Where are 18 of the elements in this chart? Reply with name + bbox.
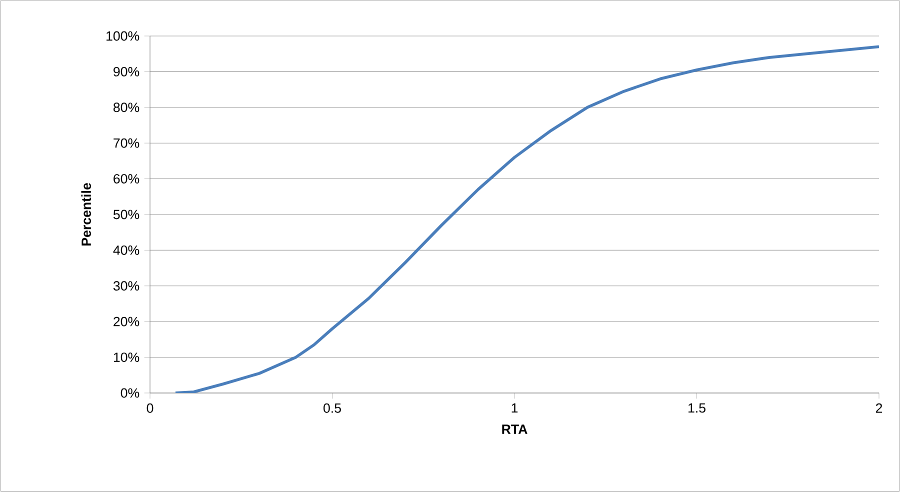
x-tick-label: 2 — [876, 403, 882, 413]
y-axis-title: Percentile — [81, 183, 92, 246]
y-tick-label: 40% — [113, 245, 140, 255]
y-tick-label: 70% — [114, 138, 140, 148]
y-tick-label: 0% — [120, 388, 140, 398]
x-tick-label: 1 — [512, 403, 518, 413]
y-tick-label: 30% — [113, 281, 140, 291]
x-tick-label: 0.5 — [324, 403, 341, 413]
y-tick-label: 20% — [114, 316, 140, 326]
y-tick-label: 90% — [114, 66, 140, 76]
y-tick-label: 100% — [106, 31, 140, 41]
x-tick-label: 0 — [146, 403, 154, 413]
x-tick-label: 1.5 — [688, 403, 706, 413]
y-tick-label: 50% — [113, 210, 140, 220]
y-tick-label: 80% — [114, 102, 140, 112]
y-tick-label: 10% — [114, 352, 140, 362]
x-axis-title: RTA — [502, 424, 528, 434]
y-tick-label: 60% — [114, 174, 140, 184]
